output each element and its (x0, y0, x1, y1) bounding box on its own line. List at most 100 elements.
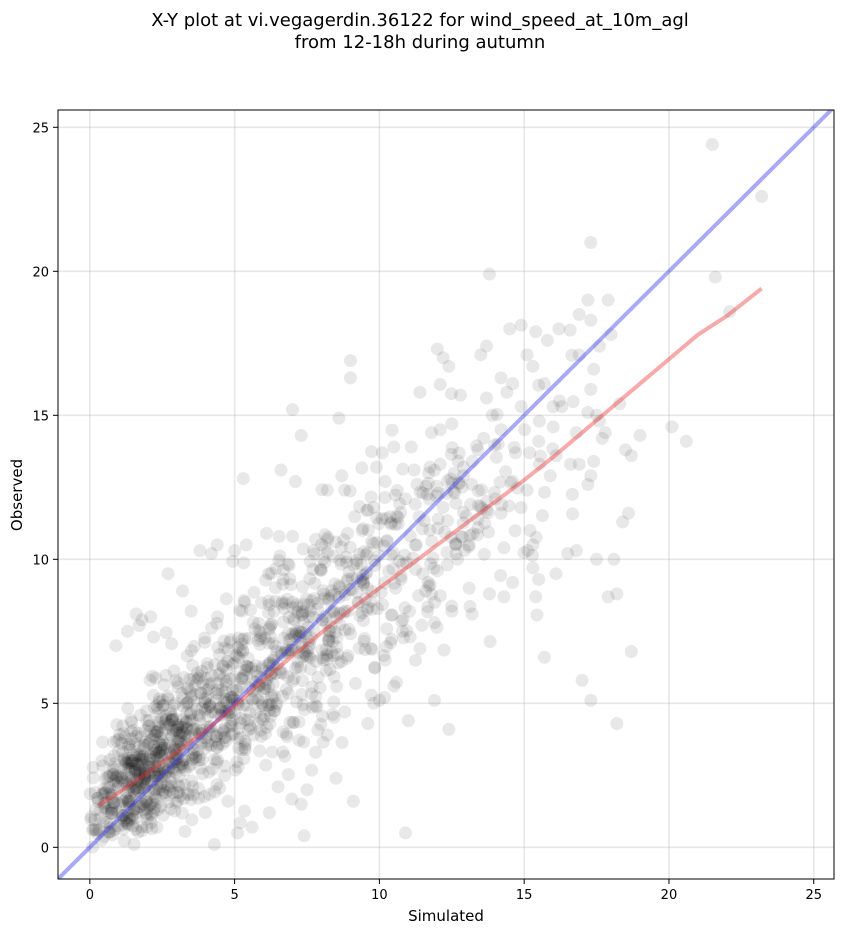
scatter-point (409, 538, 423, 552)
scatter-point (587, 454, 601, 468)
scatter-point (140, 812, 154, 826)
scatter-point (296, 580, 310, 594)
scatter-point (209, 693, 223, 707)
scatter-point (263, 656, 277, 670)
scatter-point (185, 748, 199, 762)
scatter-point (540, 333, 554, 347)
scatter-point (147, 801, 161, 815)
scatter-point (358, 643, 372, 657)
scatter-point (134, 791, 148, 805)
scatter-point (330, 610, 344, 624)
scatter-point (311, 602, 325, 616)
scatter-point (506, 377, 520, 391)
scatter-point (237, 669, 251, 683)
scatter-point (106, 828, 120, 842)
scatter-point (311, 670, 325, 684)
scatter-point (521, 544, 535, 558)
scatter-point (493, 475, 507, 489)
scatter-point (135, 613, 149, 627)
scatter-point (380, 533, 394, 547)
scatter-point (514, 501, 528, 515)
scatter-point (279, 727, 293, 741)
scatter-point (229, 683, 243, 697)
scatter-point (244, 603, 258, 617)
scatter-point (145, 808, 159, 822)
scatter-point (190, 702, 204, 716)
scatter-point (248, 622, 262, 636)
scatter-point (210, 752, 224, 766)
scatter-point (330, 640, 344, 654)
scatter-point (133, 747, 147, 761)
scatter-point (322, 593, 336, 607)
scatter-point (257, 681, 271, 695)
scatter-point (398, 548, 412, 562)
scatter-point (173, 760, 187, 774)
scatter-point (271, 657, 285, 671)
scatter-point (130, 748, 144, 762)
scatter-point (269, 699, 283, 713)
scatter-point (111, 796, 125, 810)
scatter-point (107, 760, 121, 774)
scatter-point (317, 587, 331, 601)
scatter-point (201, 701, 215, 715)
scatter-point (121, 751, 135, 765)
scatter-point (425, 587, 439, 601)
scatter-point (365, 585, 379, 599)
scatter-point (130, 783, 144, 797)
scatter-point (377, 576, 391, 590)
scatter-point (133, 775, 147, 789)
scatter-point (97, 782, 111, 796)
scatter-point (139, 704, 153, 718)
scatter-point (295, 640, 309, 654)
scatter-point (392, 554, 406, 568)
scatter-point (445, 441, 459, 455)
scatter-point (238, 595, 252, 609)
scatter-point (148, 729, 162, 743)
scatter-point (403, 630, 417, 644)
scatter-point (194, 686, 208, 700)
y-tick-label: 0 (41, 841, 49, 856)
scatter-point (488, 438, 502, 452)
scatter-point (150, 699, 164, 713)
scatter-point (427, 463, 441, 477)
scatter-point (587, 362, 601, 376)
scatter-point (133, 708, 147, 722)
scatter-point (95, 787, 109, 801)
scatter-point (334, 557, 348, 571)
scatter-point (255, 696, 269, 710)
scatter-point (212, 687, 226, 701)
scatter-point (338, 483, 352, 497)
scatter-point (238, 663, 252, 677)
scatter-point (456, 460, 470, 474)
scatter-point (192, 753, 206, 767)
scatter-point (565, 487, 579, 501)
scatter-point (448, 536, 462, 550)
scatter-point (89, 822, 103, 836)
x-axis-label: Simulated (408, 907, 484, 925)
scatter-point (354, 574, 368, 588)
scatter-point (295, 607, 309, 621)
scatter-point (142, 784, 156, 798)
scatter-point (480, 339, 494, 353)
scatter-point (228, 656, 242, 670)
scatter-point (532, 572, 546, 586)
scatter-point (241, 723, 255, 737)
scatter-point (240, 659, 254, 673)
scatter-point (529, 530, 543, 544)
scatter-point (378, 491, 392, 505)
y-tick-label: 15 (32, 409, 49, 424)
scatter-point (440, 474, 454, 488)
scatter-point (116, 793, 130, 807)
scatter-point (277, 631, 291, 645)
scatter-point (154, 741, 168, 755)
scatter-point (214, 709, 228, 723)
scatter-point (665, 420, 679, 434)
scatter-point (128, 765, 142, 779)
scatter-point (251, 693, 265, 707)
scatter-point (228, 763, 242, 777)
scatter-point (117, 752, 131, 766)
scatter-point (364, 594, 378, 608)
scatter-point (161, 765, 175, 779)
scatter-point (208, 785, 222, 799)
